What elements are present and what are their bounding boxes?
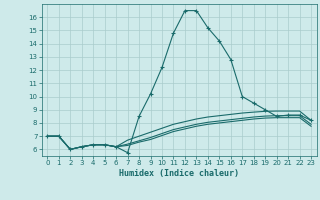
X-axis label: Humidex (Indice chaleur): Humidex (Indice chaleur) (119, 169, 239, 178)
